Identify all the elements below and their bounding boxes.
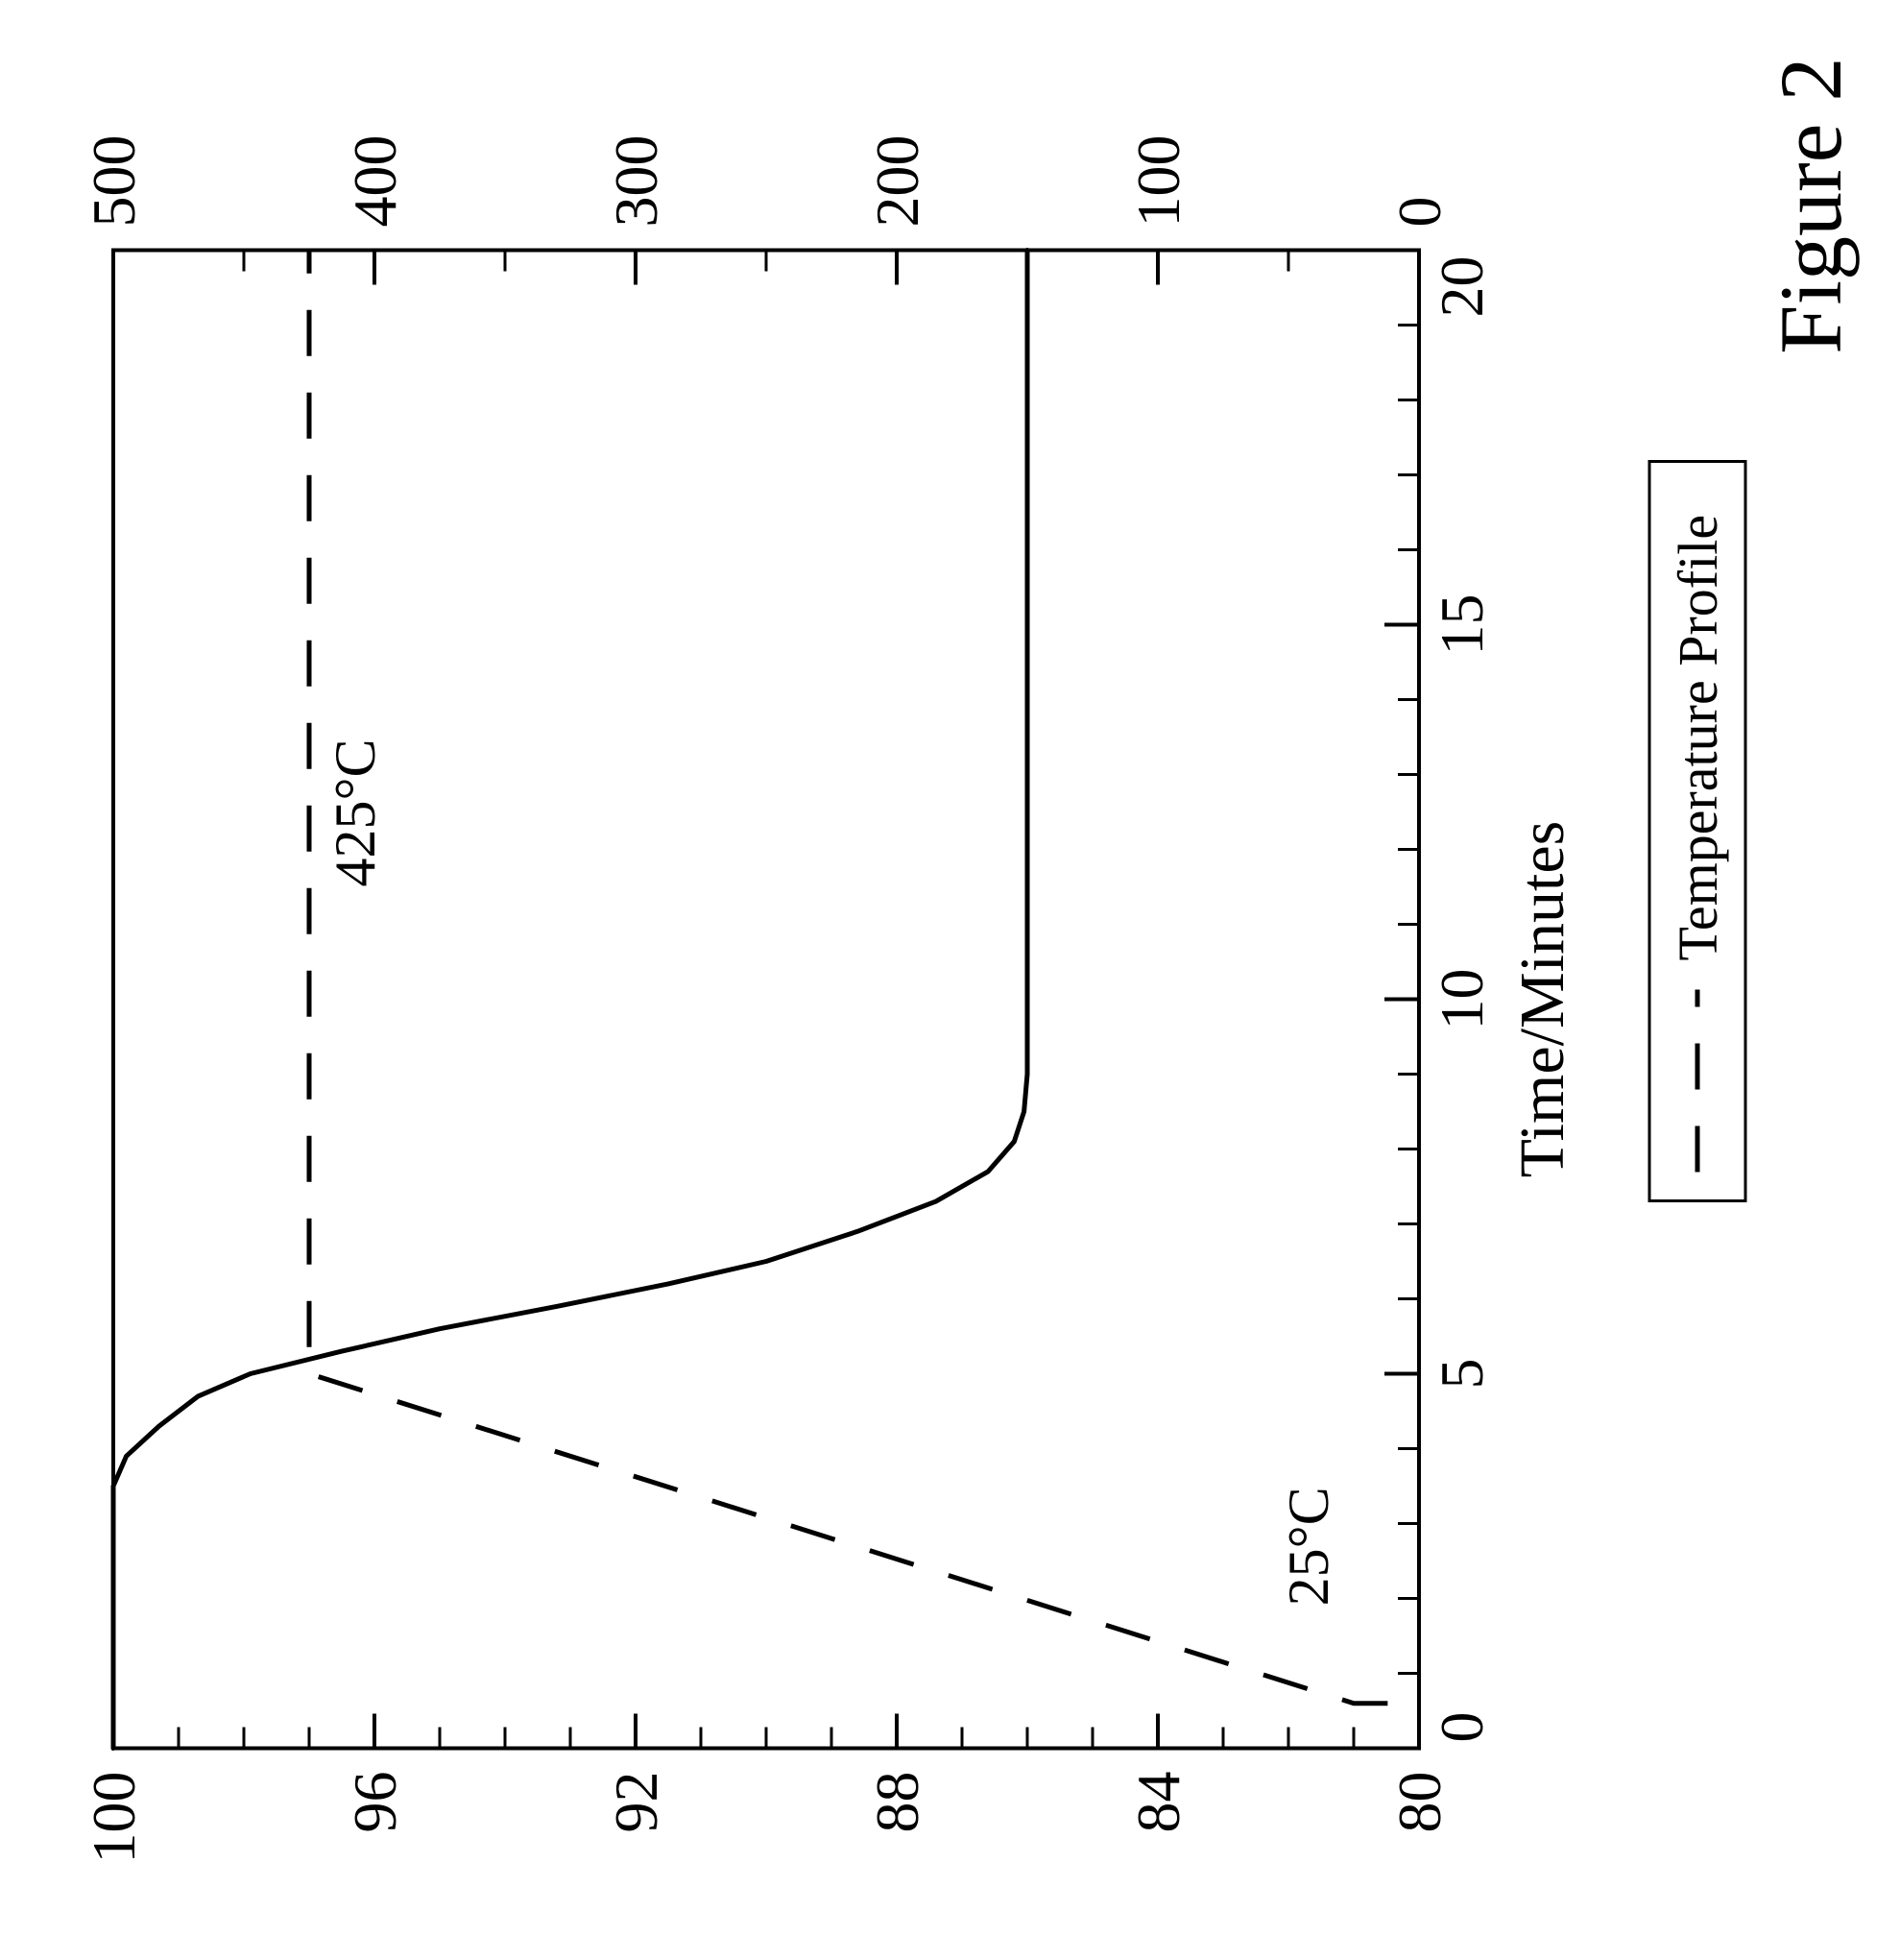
- svg-text:300: 300: [602, 135, 670, 228]
- svg-text:88: 88: [863, 1772, 931, 1833]
- svg-text:80: 80: [1385, 1772, 1454, 1833]
- x-axis-ticks: [1384, 251, 1419, 1749]
- x-axis-tick-labels: 0 5 10 15 20: [1428, 256, 1496, 1743]
- chart: 05101520 8084889296100 0100200300400500 …: [0, 0, 1898, 1960]
- annotation-25c: 25°C: [1276, 1488, 1339, 1607]
- svg-text:100: 100: [80, 1772, 148, 1864]
- svg-text:100: 100: [1124, 135, 1192, 228]
- y-left-axis-ticks: [113, 1714, 1419, 1749]
- svg-text:200: 200: [863, 135, 931, 228]
- measured-line: [113, 251, 1027, 1749]
- svg-text:20: 20: [1428, 256, 1496, 318]
- svg-text:92: 92: [602, 1772, 670, 1833]
- legend: Temperature Profile: [1649, 462, 1745, 1201]
- y-right-axis-tick-labels: 0 100 200 300 400 500: [80, 135, 1454, 228]
- svg-text:0: 0: [1428, 1712, 1496, 1743]
- temperature-profile-line: [309, 251, 1387, 1704]
- svg-text:5: 5: [1428, 1359, 1496, 1390]
- svg-text:400: 400: [341, 135, 409, 228]
- svg-text:500: 500: [80, 135, 148, 228]
- svg-text:0: 0: [1385, 197, 1454, 228]
- svg-text:96: 96: [341, 1772, 409, 1833]
- y-left-axis-tick-labels: 80 84 88 92 96 100: [80, 1772, 1454, 1864]
- svg-text:10: 10: [1428, 969, 1496, 1030]
- svg-text:15: 15: [1428, 594, 1496, 656]
- legend-label: Temperature Profile: [1667, 515, 1729, 961]
- annotation-425c: 425°C: [324, 739, 387, 887]
- x-axis-label: Time/Minutes: [1507, 821, 1577, 1178]
- svg-text:84: 84: [1124, 1772, 1192, 1833]
- figure-title: Figure 2: [1762, 58, 1860, 354]
